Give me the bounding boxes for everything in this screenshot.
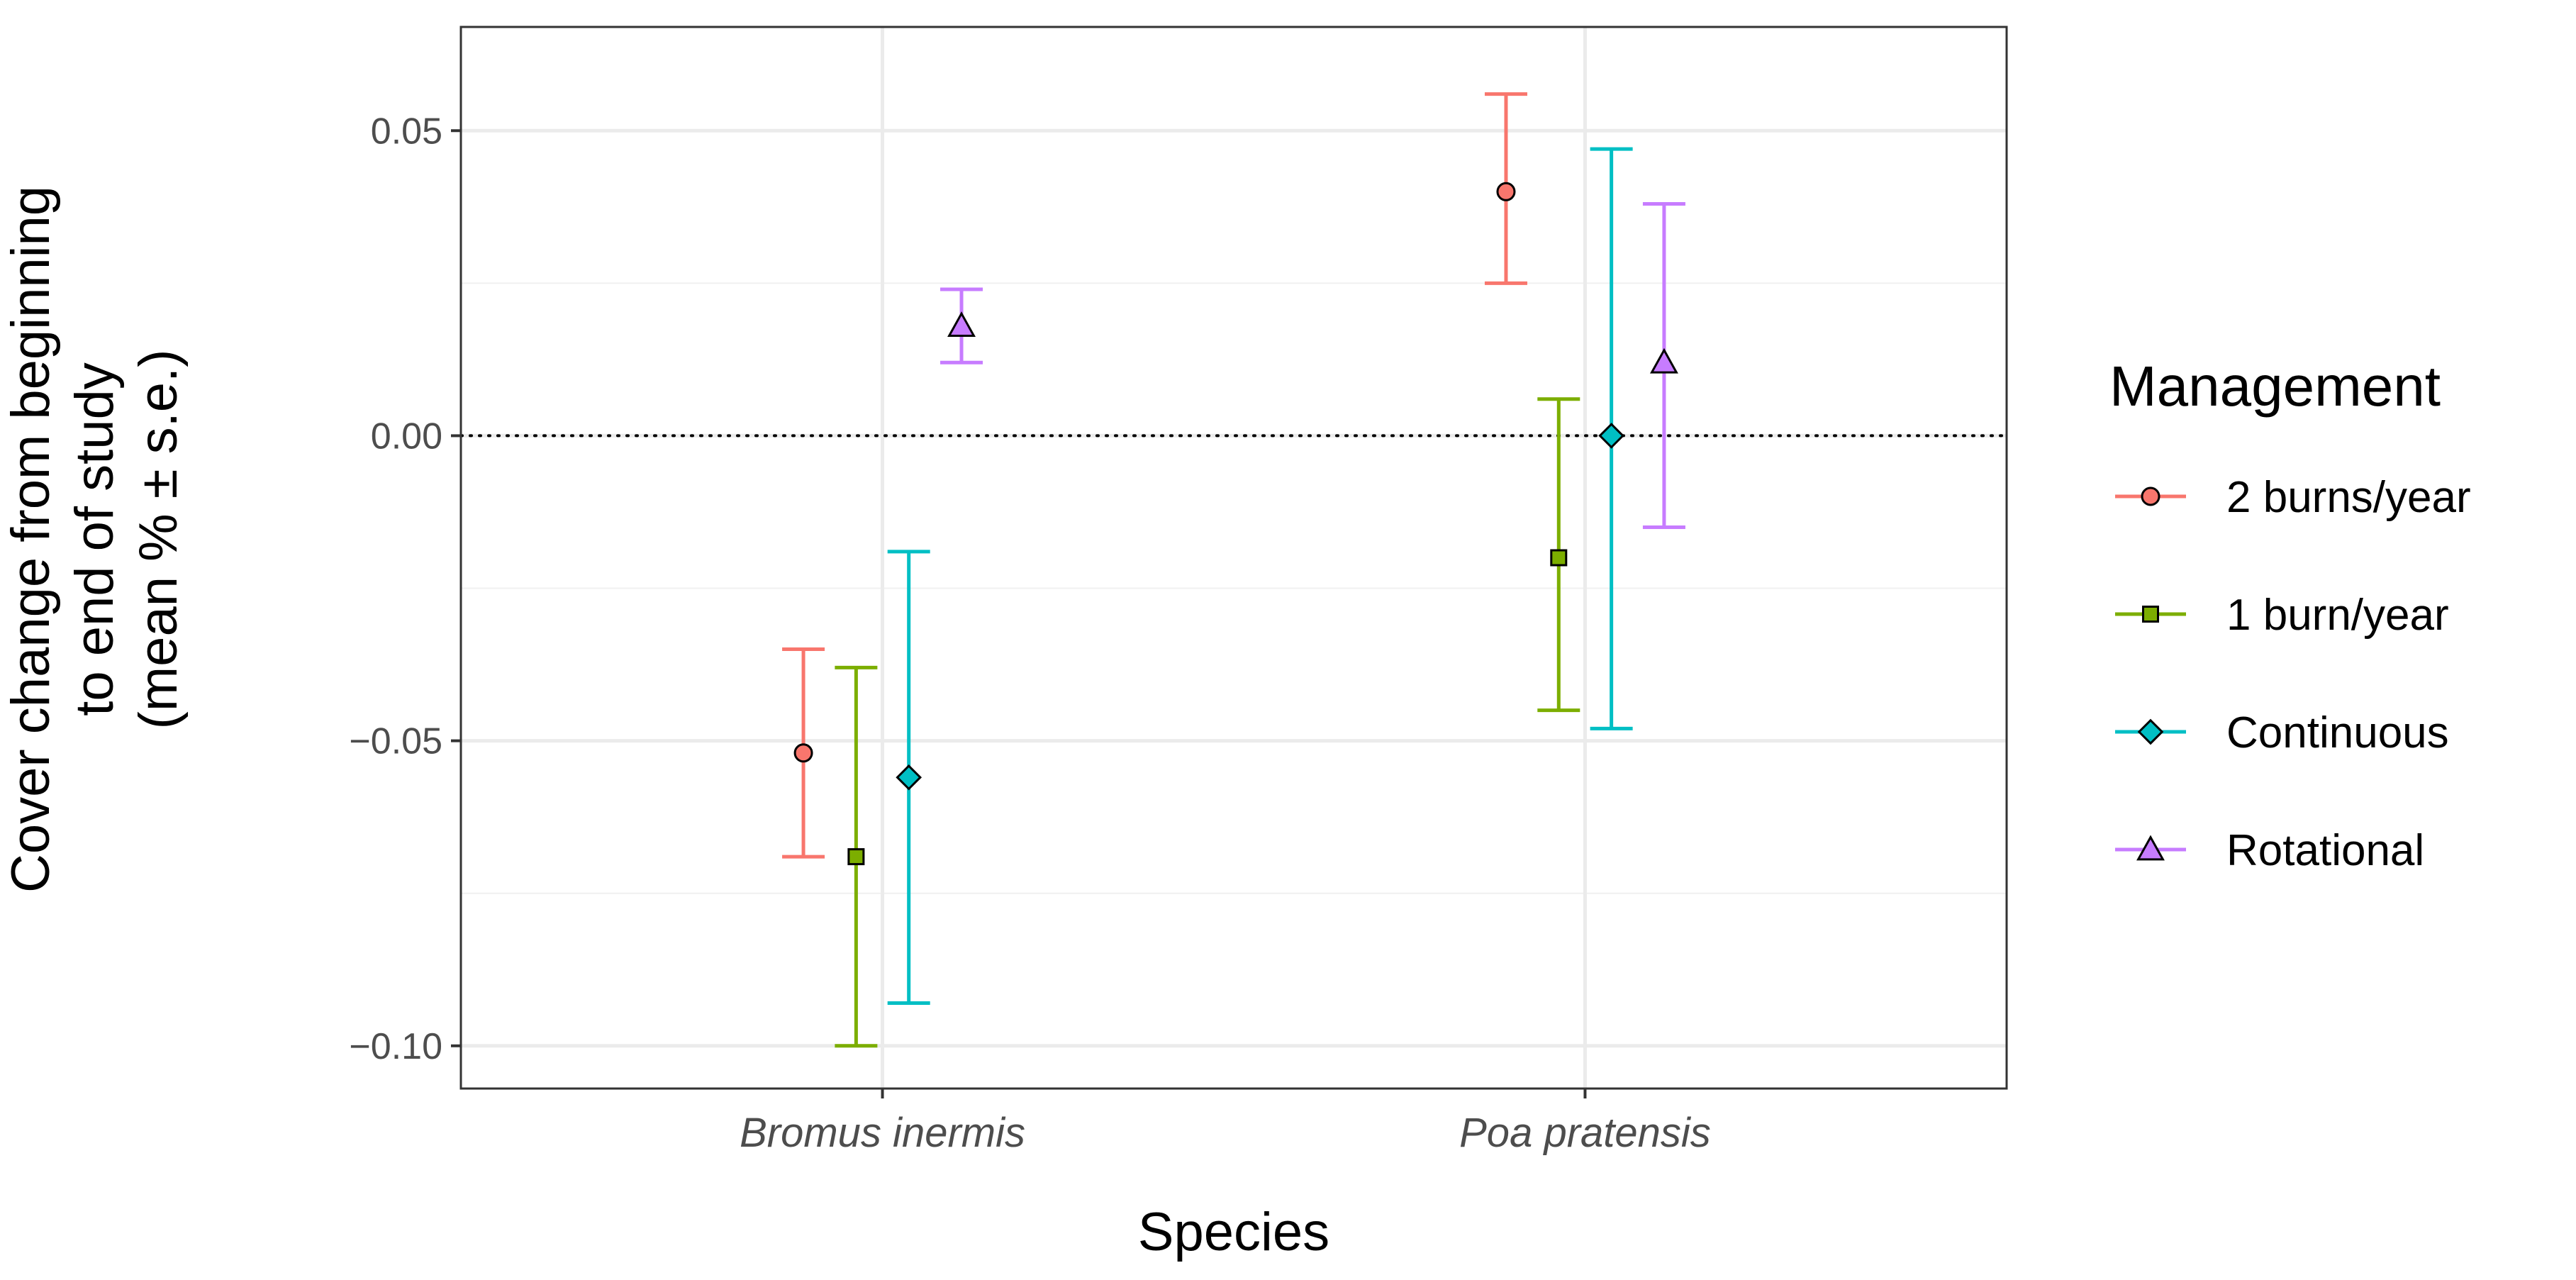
data-point [793,743,813,763]
data-point [1598,423,1624,449]
series-2-burns-year [782,92,1527,859]
legend-key-triangle-icon [2136,835,2165,861]
legend-title: Management [2109,355,2441,418]
axis-layer: −0.10 −0.05 0.00 0.05 Bromus inermis Poa prat… [349,111,1710,1156]
data-point [1496,182,1516,201]
series-1-burn-year [835,397,1580,1048]
series-rotational [940,202,1685,529]
x-tick-label: Bromus inermis [740,1110,1025,1156]
legend-item-continuous: Continuous [2115,708,2449,757]
legend-key-square-icon [2142,606,2159,623]
data-point [1550,549,1568,567]
series-continuous [887,147,1633,1006]
y-tick-label: −0.10 [349,1026,442,1067]
legend-label: Rotational [2226,826,2424,875]
legend-label: Continuous [2226,708,2449,757]
y-axis-title-line-3: (mean % ± s.e.) [128,350,189,730]
panel-border [459,26,2008,1090]
y-tick-label: −0.05 [349,721,442,762]
y-axis-title-line-1: Cover change from beginning [1,186,61,893]
x-axis-title: Species [1138,1202,1329,1262]
y-axis-title: Cover change from beginning to end of st… [1,186,189,893]
y-tick-label: 0.05 [371,111,442,152]
data-layer [782,92,1685,1048]
grid-lines [461,27,2007,1089]
data-point [847,848,865,866]
data-point [1649,347,1678,374]
data-point [947,311,976,337]
legend: Management 2 burns/year 1 burn/year Contin… [2109,355,2471,875]
data-point [896,764,922,791]
legend-key-circle-icon [2141,486,2160,506]
legend-key-diamond-icon [2137,718,2164,745]
y-axis-title-line-2: to end of study [65,362,125,716]
panel-background [461,27,2007,1089]
legend-label: 1 burn/year [2226,591,2449,640]
legend-label: 2 burns/year [2226,473,2471,522]
legend-item-1-burn-year: 1 burn/year [2115,591,2449,640]
y-tick-label: 0.00 [371,416,442,457]
legend-item-rotational: Rotational [2115,826,2424,875]
legend-item-2-burns-year: 2 burns/year [2115,473,2471,522]
x-tick-label: Poa pratensis [1459,1110,1711,1156]
